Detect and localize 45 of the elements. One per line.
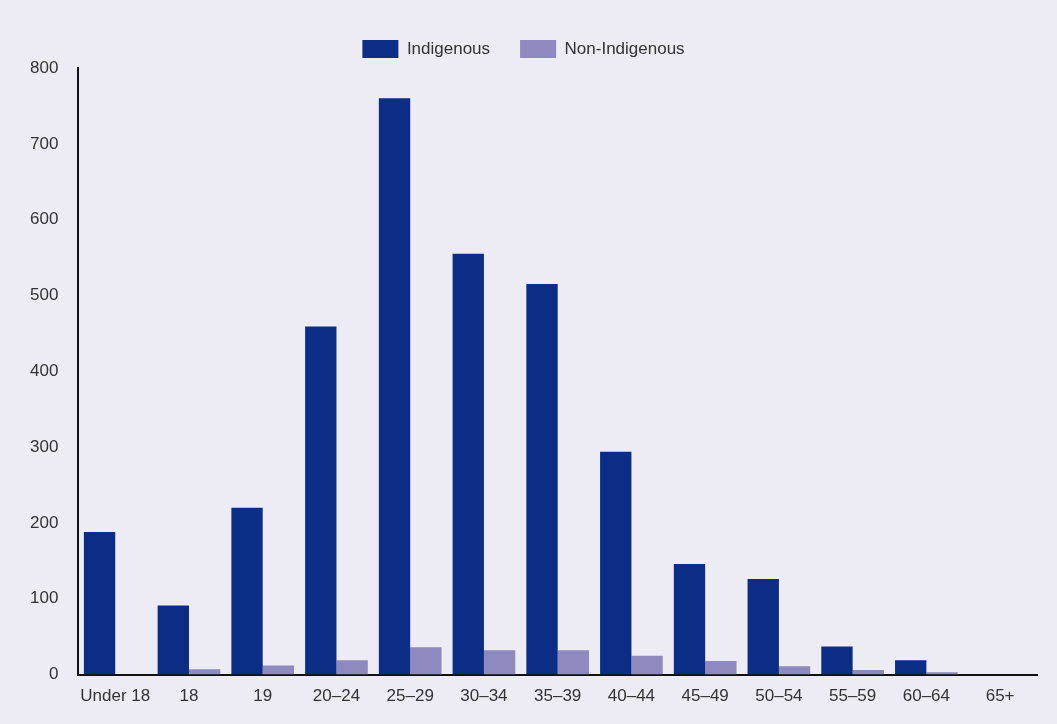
x-tick-label: 55–59	[829, 686, 877, 706]
legend-label: Non-Indigenous	[564, 38, 685, 58]
bar	[188, 669, 221, 675]
bar	[231, 507, 263, 675]
bar	[378, 98, 411, 675]
bar	[747, 579, 779, 675]
y-tick-label: 400	[29, 360, 59, 380]
x-tick-label: 60–64	[902, 686, 951, 706]
x-tick-label: 50–54	[755, 686, 803, 706]
x-tick-label: 65+	[985, 686, 1015, 706]
x-tick-label: 19	[253, 686, 273, 706]
x-tick-label: 35–39	[534, 686, 582, 706]
x-tick-label: Under 18	[80, 686, 151, 706]
y-tick-label: 200	[29, 512, 59, 532]
x-tick-label: 18	[179, 686, 199, 706]
bar	[926, 672, 958, 675]
bar	[336, 660, 368, 675]
y-tick-label: 300	[29, 436, 59, 456]
bar	[778, 666, 811, 675]
y-tick-label: 700	[29, 133, 59, 153]
x-tick-label: 40–44	[607, 686, 656, 706]
bar	[673, 563, 706, 675]
bar	[821, 646, 853, 675]
x-tick-label: 45–49	[681, 686, 729, 706]
y-tick-label: 600	[29, 209, 59, 229]
bar	[895, 660, 927, 675]
bar	[483, 650, 516, 675]
bar	[410, 647, 442, 675]
bar	[631, 655, 663, 675]
bar	[526, 284, 558, 675]
bar	[83, 532, 116, 675]
bar	[452, 253, 484, 675]
bar	[157, 605, 189, 675]
y-tick-label: 800	[29, 57, 59, 77]
x-tick-label: 25–29	[386, 686, 434, 706]
bar	[557, 650, 590, 675]
x-tick-label: 30–34	[460, 686, 508, 706]
y-tick-label: 500	[29, 285, 59, 305]
bar	[600, 451, 632, 675]
y-tick-label: 100	[29, 588, 59, 608]
bar	[705, 660, 737, 675]
bar	[305, 326, 337, 675]
y-tick-label: 0	[48, 664, 59, 684]
legend-label: Indigenous	[406, 38, 491, 58]
x-tick-label: 20–24	[312, 686, 361, 706]
